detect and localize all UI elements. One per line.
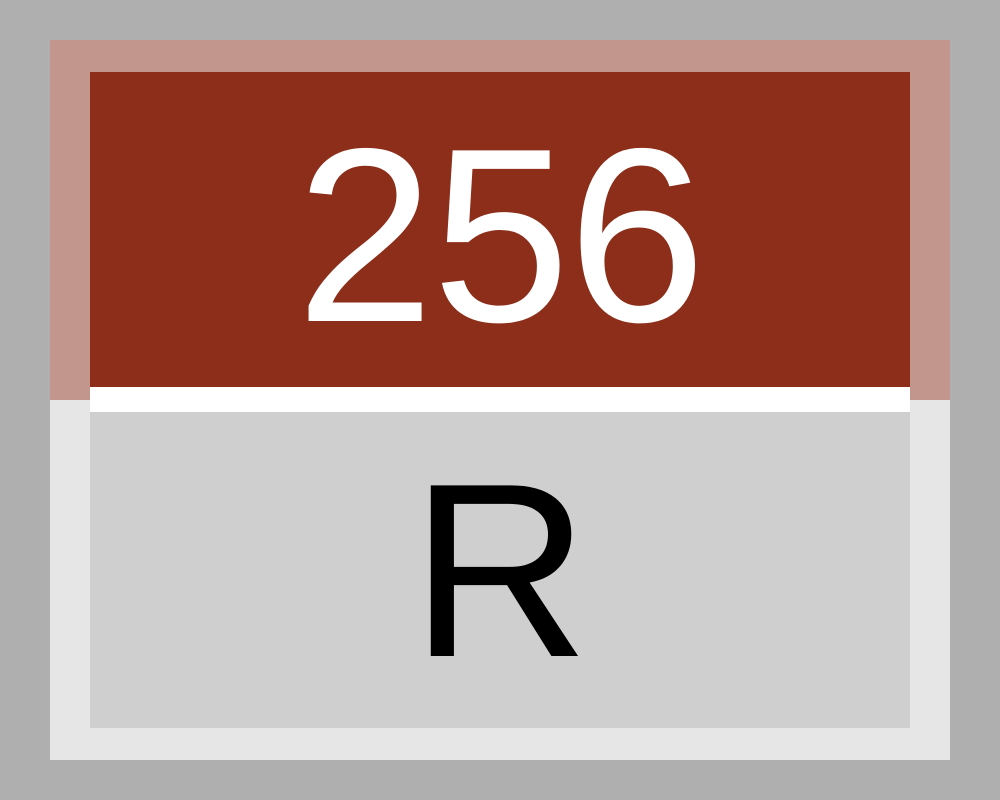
sign-number: 256 <box>296 95 706 374</box>
separator-stripe <box>90 387 910 412</box>
sign-letter: R <box>410 431 590 709</box>
top-panel: 256 <box>90 72 910 387</box>
sign: 256 R <box>50 40 950 760</box>
bottom-panel: R <box>90 412 910 728</box>
